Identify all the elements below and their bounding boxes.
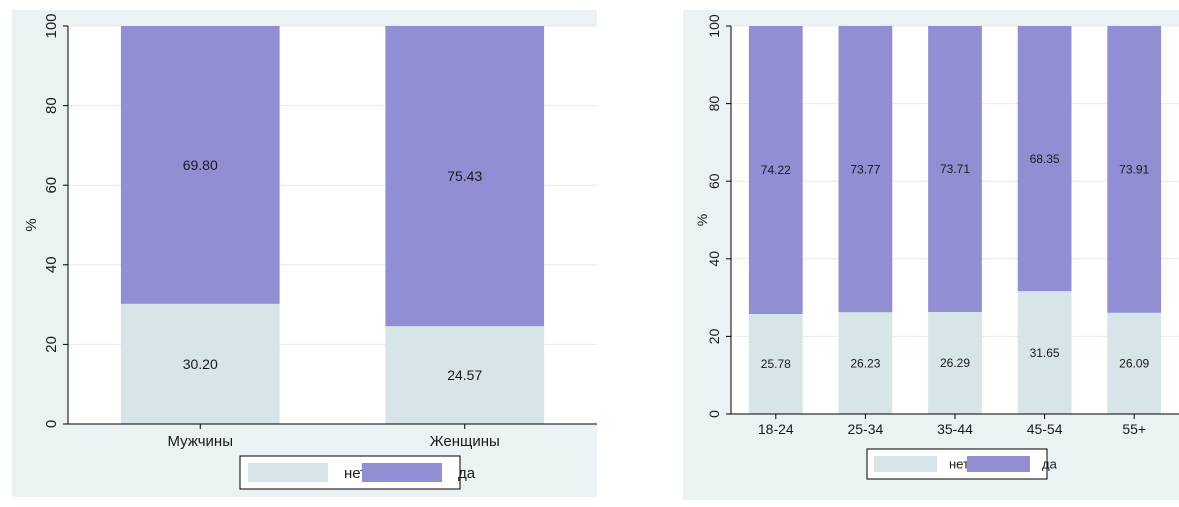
y-tick-label: 100 <box>706 14 722 38</box>
bar-segment-да <box>748 26 803 314</box>
y-tick-label: 60 <box>43 177 60 194</box>
y-tick-label: 0 <box>706 410 722 418</box>
data-label: 74.22 <box>761 163 791 177</box>
legend-label: да <box>1042 457 1058 472</box>
y-tick-label: 40 <box>43 256 60 273</box>
legend-label: нет <box>949 457 969 472</box>
bar-segment-нет <box>1107 312 1162 414</box>
legend-swatch-да <box>362 463 442 482</box>
bar-segment-нет <box>120 303 280 424</box>
data-label: 26.29 <box>940 356 970 370</box>
x-tick-label: 55+ <box>1122 421 1146 437</box>
data-label: 73.91 <box>1119 163 1149 177</box>
data-label: 73.77 <box>850 162 880 176</box>
data-label: 75.43 <box>447 168 482 184</box>
legend-swatch-да <box>967 456 1030 472</box>
age-chart-panel: 25.78 74.22 18-24 26.23 73.77 25-34 26.29 73.71… <box>683 10 1179 500</box>
x-tick-label: 25-34 <box>847 421 883 437</box>
x-tick-label: Мужчины <box>168 433 233 450</box>
data-label: 25.78 <box>761 357 791 371</box>
y-tick-label: 40 <box>706 251 722 267</box>
legend-label: да <box>458 465 476 482</box>
y-axis-title: % <box>23 218 40 231</box>
x-tick-label: 45-54 <box>1027 421 1063 437</box>
y-tick-label: 80 <box>706 96 722 112</box>
bar-segment-да <box>928 26 982 312</box>
y-tick-label: 20 <box>43 336 60 353</box>
y-tick-label: 60 <box>706 173 722 189</box>
bar-segment-нет <box>385 326 545 424</box>
legend-label: нет <box>344 465 367 482</box>
bar-segment-да <box>120 26 280 304</box>
data-label: 30.20 <box>183 356 218 372</box>
y-axis-title: % <box>694 214 710 226</box>
x-tick-label: 35-44 <box>937 421 973 437</box>
bar-segment-нет <box>838 312 893 414</box>
bar-segment-да <box>1017 26 1072 292</box>
x-tick-label: Женщины <box>430 433 500 450</box>
bar-segment-нет <box>928 311 982 414</box>
y-tick-label: 0 <box>43 420 60 428</box>
y-tick-label: 80 <box>43 97 60 114</box>
data-label: 73.71 <box>940 162 970 176</box>
age-chart: 25.78 74.22 18-24 26.23 73.77 25-34 26.29 73.71… <box>694 14 1179 480</box>
data-label: 69.80 <box>183 157 218 173</box>
data-label: 31.65 <box>1030 346 1060 360</box>
data-label: 24.57 <box>447 367 482 383</box>
legend-swatch-нет <box>248 463 328 482</box>
data-label: 26.09 <box>1119 357 1149 371</box>
bar-segment-да <box>838 26 893 313</box>
bar-segment-нет <box>1017 291 1072 414</box>
bar-segment-да <box>1107 26 1162 313</box>
legend-swatch-нет <box>874 456 937 472</box>
y-tick-label: 20 <box>706 328 722 344</box>
bar-segment-да <box>385 26 545 327</box>
gender-chart: 30.20 69.80 Мужчины 24.57 75.43 Женщины 0 20 40 6… <box>23 13 597 490</box>
gender-chart-panel: 30.20 69.80 Мужчины 24.57 75.43 Женщины 0 20 40 6… <box>12 10 597 497</box>
y-tick-label: 100 <box>43 13 60 38</box>
bar-segment-нет <box>748 313 803 414</box>
data-label: 26.23 <box>850 356 880 370</box>
x-tick-label: 18-24 <box>758 421 794 437</box>
data-label: 68.35 <box>1030 152 1060 166</box>
